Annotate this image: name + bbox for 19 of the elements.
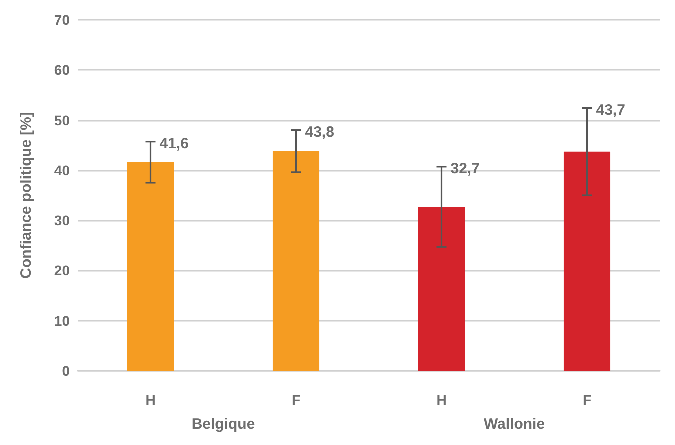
x-tick-label: F bbox=[292, 392, 301, 408]
text: Belgique bbox=[192, 416, 256, 433]
y-tick-label: 50 bbox=[54, 112, 70, 128]
data-label: 43,8 bbox=[305, 124, 334, 141]
y-tick-label: 0 bbox=[62, 363, 70, 379]
text: Wallonie bbox=[484, 416, 546, 433]
y-tick-label: 30 bbox=[54, 212, 70, 229]
y-tick-label: 20 bbox=[54, 262, 70, 279]
data-label: 43,7 bbox=[596, 102, 626, 119]
data-label: 41,6 bbox=[160, 135, 189, 152]
y-axis-title: Confiance politique [%] bbox=[18, 112, 35, 279]
y-tick-label: 60 bbox=[54, 62, 70, 78]
y-tick-label: 40 bbox=[54, 162, 70, 178]
x-tick-label: F bbox=[582, 392, 592, 408]
y-tick-label: 10 bbox=[54, 312, 70, 329]
y-tick-label: 70 bbox=[54, 12, 70, 28]
x-tick-label: H bbox=[436, 392, 447, 408]
data-label: 32,7 bbox=[450, 160, 480, 178]
x-tick-label: H bbox=[146, 392, 156, 408]
